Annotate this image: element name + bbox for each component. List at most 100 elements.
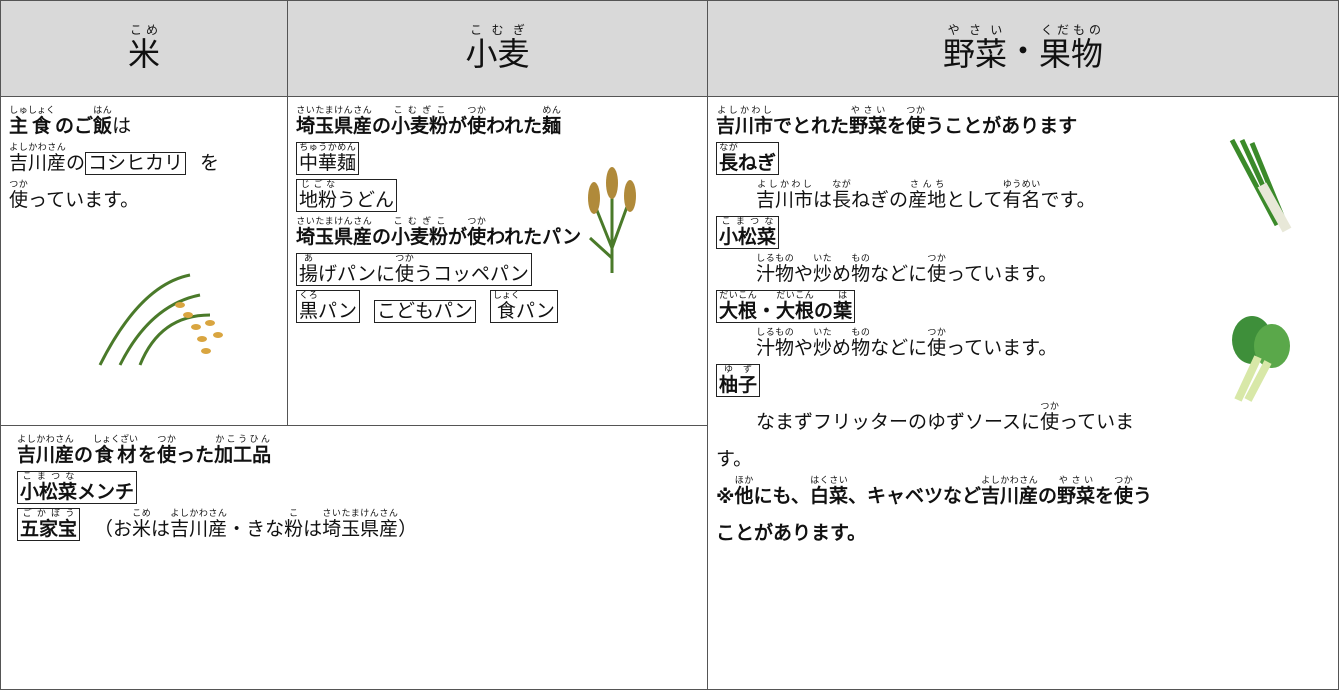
furigana: こむぎこ bbox=[391, 106, 449, 116]
base-text: 大根 bbox=[776, 300, 815, 323]
header-cell: 野菜やさい・果物くだもの bbox=[707, 0, 1339, 97]
ruby-text: 葉は bbox=[833, 291, 853, 323]
ruby-text: 使つか bbox=[1114, 476, 1133, 508]
furigana: つか bbox=[157, 435, 177, 445]
furigana: くだもの bbox=[1039, 22, 1104, 37]
text: ・ bbox=[757, 300, 777, 323]
text-line: 長ながねぎ bbox=[716, 138, 1330, 175]
text: め bbox=[832, 337, 852, 359]
base-text: 汁物 bbox=[756, 337, 795, 359]
furigana: しょく bbox=[492, 291, 520, 302]
base-text: 小麦粉 bbox=[391, 226, 449, 248]
text: うどん bbox=[337, 189, 395, 212]
ruby-text: 長なが bbox=[832, 180, 851, 212]
ruby-text: 小松菜こまつな bbox=[719, 217, 776, 248]
text: ねぎの bbox=[851, 189, 909, 211]
furigana: しるもの bbox=[756, 254, 795, 264]
text-line: 黒くろパン こどもパン 食しょくパン bbox=[296, 286, 699, 323]
base-text: 使 bbox=[927, 263, 947, 285]
text-line: 小松菜こまつな bbox=[716, 212, 1330, 249]
text: われたパン bbox=[486, 226, 582, 248]
furigana: こむぎ bbox=[465, 22, 530, 37]
furigana: つか bbox=[9, 180, 29, 190]
furigana: だいこん bbox=[776, 291, 815, 302]
text: げパンに bbox=[318, 263, 395, 286]
furigana: つか bbox=[906, 106, 926, 116]
ruby-text: 小麦こむぎ bbox=[465, 23, 529, 75]
base-text: 吉川産 bbox=[980, 485, 1038, 507]
komatsuna-icon bbox=[1232, 316, 1290, 402]
base-text: 埼玉県産 bbox=[322, 518, 399, 540]
furigana: しょくざい bbox=[93, 435, 139, 445]
text: （お bbox=[94, 518, 133, 540]
furigana: よしかわさん bbox=[170, 509, 228, 519]
base-text: 吉川産 bbox=[17, 444, 75, 466]
ruby-text: 食しょく bbox=[28, 106, 55, 138]
text: は bbox=[112, 115, 132, 137]
furigana: つか bbox=[927, 328, 947, 338]
furigana: さいたまけんさん bbox=[322, 509, 399, 519]
base-text: 柚子 bbox=[719, 374, 758, 397]
base-text: 揚 bbox=[299, 263, 319, 286]
base-text: 炒 bbox=[813, 337, 833, 359]
text: や bbox=[794, 263, 814, 285]
ruby-text: 使つか bbox=[927, 328, 946, 360]
text: などに bbox=[870, 263, 928, 285]
base-text: 野菜 bbox=[1057, 485, 1096, 507]
text-line: す。 bbox=[716, 434, 1330, 471]
boxed-text: コシヒカリ bbox=[85, 152, 187, 175]
furigana: だいこん bbox=[719, 291, 758, 302]
base-text: 使 bbox=[157, 444, 177, 466]
furigana: つか bbox=[1040, 402, 1060, 412]
base-text: 白菜 bbox=[809, 485, 848, 507]
ruby-text: 米こめ bbox=[132, 509, 151, 541]
text: われた bbox=[486, 115, 543, 137]
text: にも、 bbox=[753, 485, 810, 507]
ruby-text: 地粉じごな bbox=[299, 180, 337, 211]
text-line: 吉川産よしかわさんの食材しょくざいを使つか った 加工品かこうひん bbox=[17, 430, 699, 467]
text: は bbox=[151, 518, 171, 540]
base-text: 使 bbox=[1114, 485, 1134, 507]
text: うことがあります bbox=[925, 115, 1078, 137]
ruby-text: 使つか bbox=[9, 180, 28, 212]
ruby-text: 物もの bbox=[851, 254, 870, 286]
ruby-text: 粉こ bbox=[284, 509, 303, 541]
table-cell: 主しゅ 食しょく のご 飯はんは吉川産よしかわさんのコシヒカリを使つか っています。 bbox=[0, 96, 288, 426]
text: なまずフリッターのゆずソースに bbox=[756, 411, 1041, 433]
base-text: 五家宝 bbox=[20, 518, 78, 541]
base-text: 物 bbox=[851, 337, 871, 359]
base-text: 使 bbox=[1040, 411, 1060, 433]
ruby-text: 使つか bbox=[906, 106, 925, 138]
boxed-text: 小松菜こまつなメンチ bbox=[17, 471, 138, 504]
text: の bbox=[372, 226, 392, 248]
text-line: 埼玉県産さいたまけんさんの小麦粉こむぎこが使つか われた 麺めん bbox=[296, 101, 699, 138]
text-line: なまずフリッターのゆずソースに 使つか っていま bbox=[716, 397, 1330, 434]
base-text: 有名 bbox=[1002, 189, 1041, 211]
furigana: めん bbox=[542, 106, 562, 116]
base-text: 埼玉県産 bbox=[296, 226, 373, 248]
boxed-text: 食しょくパン bbox=[489, 290, 558, 323]
furigana: なが bbox=[832, 180, 852, 190]
text-line: ※ 他ほか にも、 白菜はくさい 、キャベツなど 吉川産よしかわさんの野菜やさいを使つかう bbox=[716, 471, 1330, 508]
text-line: 使つか っています。 bbox=[9, 175, 279, 212]
text: の bbox=[1037, 485, 1057, 507]
text: として bbox=[946, 189, 1003, 211]
base-text: 米 bbox=[127, 34, 160, 73]
base-text: 使 bbox=[467, 115, 487, 137]
ruby-text: 小松菜こまつな bbox=[20, 472, 77, 503]
ruby-text: 野菜やさい bbox=[849, 106, 887, 138]
base-text: 吉川市 bbox=[716, 115, 774, 137]
ruby-text: 麺めん bbox=[542, 106, 561, 138]
ruby-text: 吉川産よしかわさん bbox=[981, 476, 1038, 508]
boxed-text: こどもパン bbox=[373, 300, 476, 323]
text: でとれた bbox=[773, 115, 850, 137]
furigana: いた bbox=[813, 254, 833, 264]
base-text: 長 bbox=[719, 152, 739, 175]
furigana: さんち bbox=[908, 180, 947, 190]
base-text: 葉 bbox=[833, 300, 853, 323]
text-line: 小松菜こまつなメンチ bbox=[17, 467, 699, 504]
base-text: 黒 bbox=[299, 300, 319, 323]
text-line: 大根だいこん・大根だいこんの葉は bbox=[716, 286, 1330, 323]
text: ※ bbox=[716, 486, 735, 508]
ruby-text: 大根だいこん bbox=[776, 291, 815, 323]
